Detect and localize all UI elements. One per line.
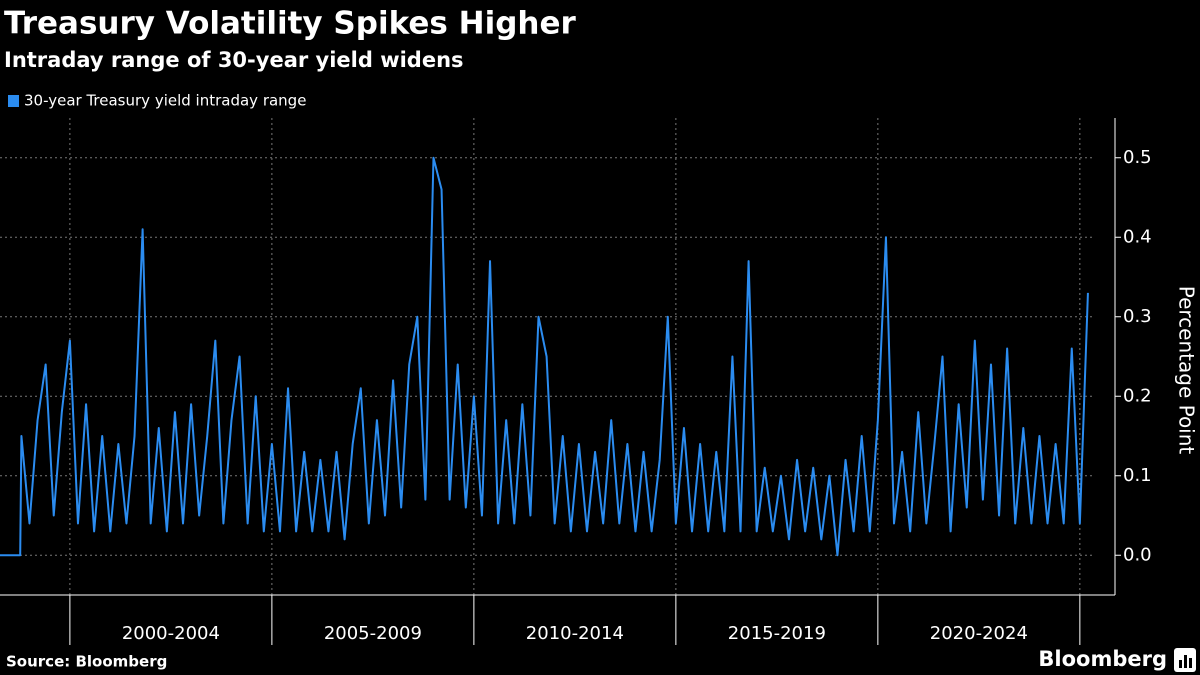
grid <box>0 118 1092 595</box>
x-tick-label: 2015-2019 <box>728 623 826 644</box>
y-tick-label: 0.2 <box>1123 385 1152 406</box>
chart-subtitle: Intraday range of 30-year yield widens <box>4 48 464 72</box>
x-tick-label: 2005-2009 <box>324 623 422 644</box>
x-tick-label: 2020-2024 <box>930 623 1028 644</box>
y-tick-label: 0.5 <box>1123 147 1152 168</box>
brand-logo: Bloomberg <box>1038 647 1167 671</box>
legend-swatch <box>8 95 19 107</box>
y-tick-label: 0.3 <box>1123 306 1152 327</box>
x-tick-label: 2000-2004 <box>122 623 220 644</box>
y-axis-title: Percentage Point <box>1175 286 1199 455</box>
y-tick-label: 0.1 <box>1123 465 1152 486</box>
source: Source: Bloomberg <box>6 653 167 671</box>
brand-icon-bar <box>1189 658 1192 668</box>
brand-icon-bar <box>1184 655 1187 668</box>
legend-label: 30-year Treasury yield intraday range <box>24 92 306 110</box>
y-tick-label: 0.0 <box>1123 544 1152 565</box>
brand-icon-bar <box>1179 660 1182 668</box>
y-tick-label: 0.4 <box>1123 226 1152 247</box>
axes: 0.0 0.1 0.2 0.3 0.4 0.5 2000-2004 2005-2009 2010… <box>0 118 1152 645</box>
legend: 30-year Treasury yield intraday range <box>8 92 306 110</box>
plot-area <box>0 156 1089 557</box>
x-tick-label: 2010-2014 <box>526 623 624 644</box>
data-line <box>0 156 1089 557</box>
chart-title: Treasury Volatility Spikes Higher <box>4 6 576 42</box>
